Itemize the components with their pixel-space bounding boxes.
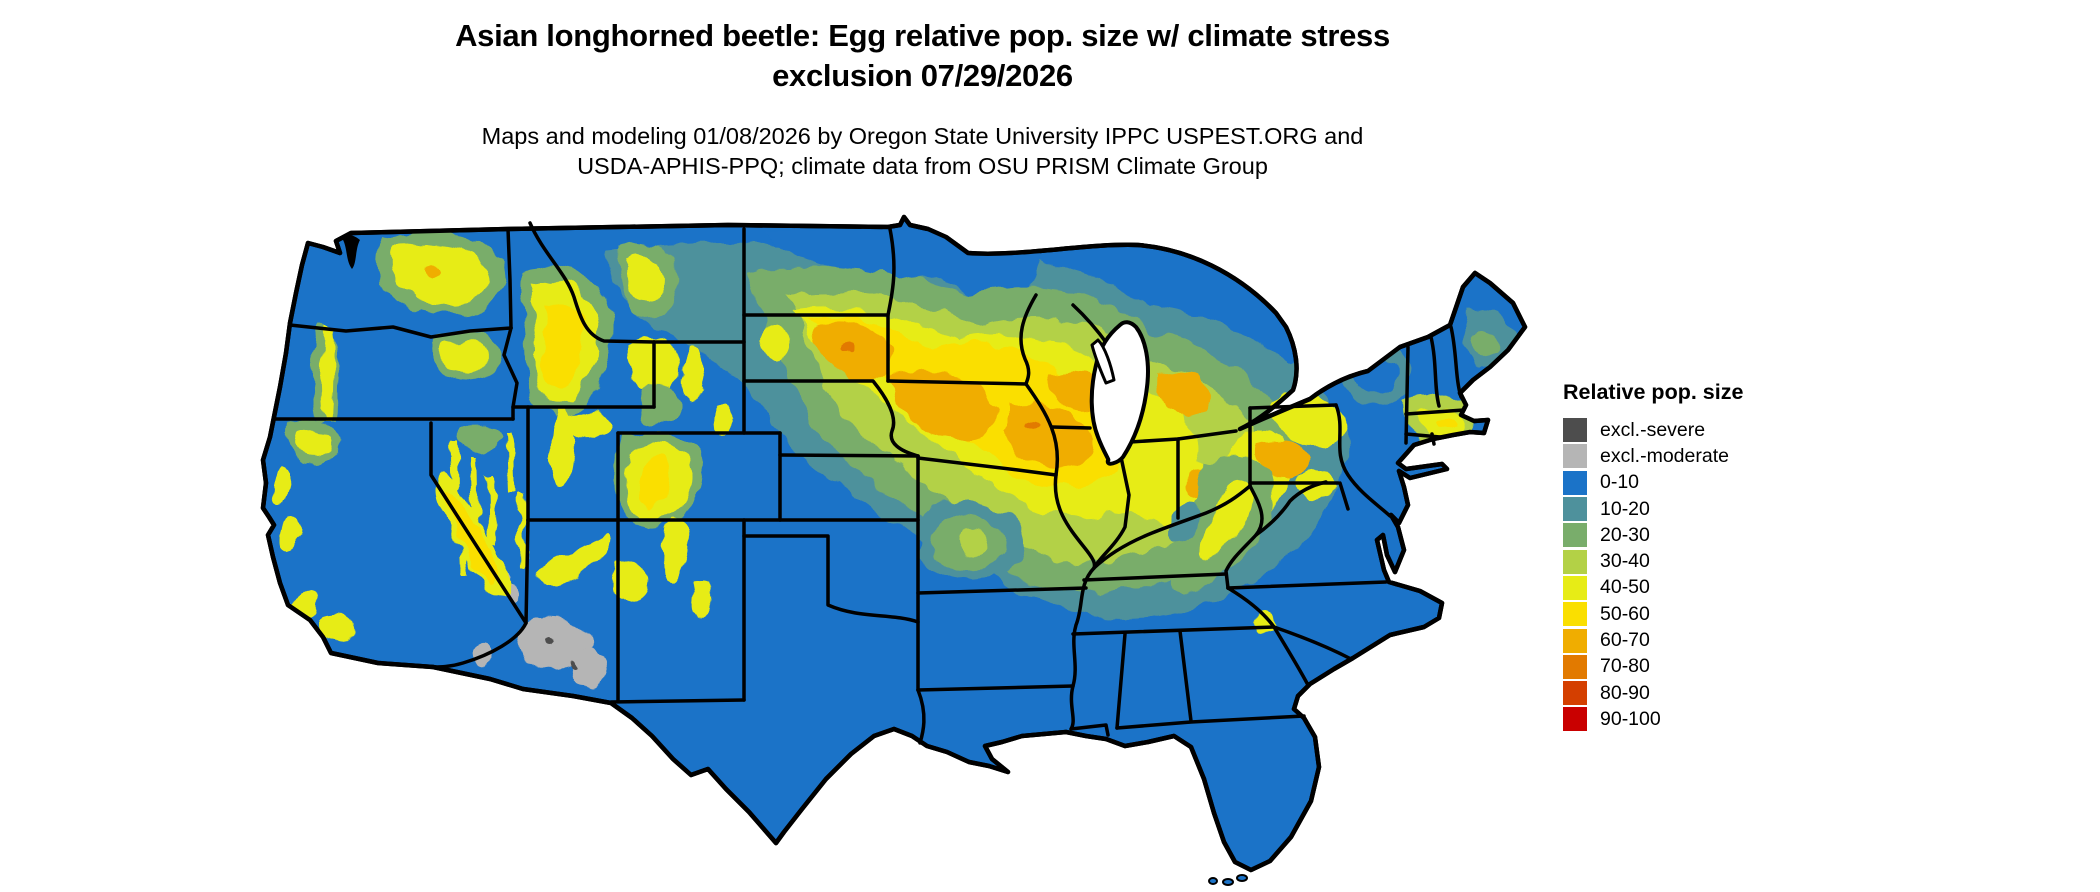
legend-swatch [1563,681,1587,706]
subtitle-line2: USDA-APHIS-PPQ; climate data from OSU PR… [577,153,1268,179]
legend-label: 30-40 [1600,550,1650,573]
subtitle-line1: Maps and modeling 01/08/2026 by Oregon S… [481,123,1364,149]
coastline [260,214,1528,873]
legend-item: 20-30 [1563,522,1743,548]
legend-label: 60-70 [1600,629,1650,652]
legend-item: 60-70 [1563,627,1743,653]
green-bay [1090,338,1116,385]
us-map [260,214,1528,886]
legend-rows: excl.-severe excl.-moderate 0-10 10-20 2… [1563,417,1743,733]
legend-swatch [1563,549,1587,574]
legend-item: 0-10 [1563,470,1743,496]
legend-label: 40-50 [1600,576,1650,599]
legend-swatch [1563,654,1587,679]
legend-swatch [1563,628,1587,653]
legend-swatch [1563,523,1587,548]
legend-item: 40-50 [1563,575,1743,601]
legend-item: 10-20 [1563,496,1743,522]
page-subtitle: Maps and modeling 01/08/2026 by Oregon S… [230,121,1615,181]
legend-swatch [1563,470,1587,495]
figure-header: Asian longhorned beetle: Egg relative po… [230,16,1615,181]
map-container [228,175,1548,887]
legend-swatch [1563,418,1587,443]
legend-swatch [1563,707,1587,732]
legend-item: excl.-moderate [1563,443,1743,469]
title-line1: Asian longhorned beetle: Egg relative po… [455,18,1390,53]
legend-label: 80-90 [1600,681,1650,704]
florida-keys [1208,874,1248,886]
legend-item: 50-60 [1563,601,1743,627]
state-borders [272,221,1466,745]
legend-label: 20-30 [1600,523,1650,546]
page-title: Asian longhorned beetle: Egg relative po… [230,16,1615,96]
legend-label: 70-80 [1600,655,1650,678]
legend-label: 90-100 [1600,707,1661,730]
legend-label: excl.-moderate [1600,444,1729,467]
legend-item: excl.-severe [1563,417,1743,443]
legend-item: 70-80 [1563,654,1743,680]
legend-label: 10-20 [1600,497,1650,520]
legend-swatch [1563,602,1587,627]
legend-swatch [1563,575,1587,600]
legend-title: Relative pop. size [1563,380,1744,404]
title-line2: exclusion 07/29/2026 [772,58,1073,93]
legend-label: 50-60 [1600,602,1650,625]
puget-sound [341,234,360,269]
legend-swatch [1563,497,1587,522]
legend: Relative pop. size excl.-severe excl.-mo… [1563,380,1743,733]
legend-swatch [1563,444,1587,469]
legend-label: 0-10 [1600,471,1640,494]
legend-item: 90-100 [1563,706,1743,732]
legend-item: 30-40 [1563,548,1743,574]
legend-label: excl.-severe [1600,418,1706,441]
legend-item: 80-90 [1563,680,1743,706]
